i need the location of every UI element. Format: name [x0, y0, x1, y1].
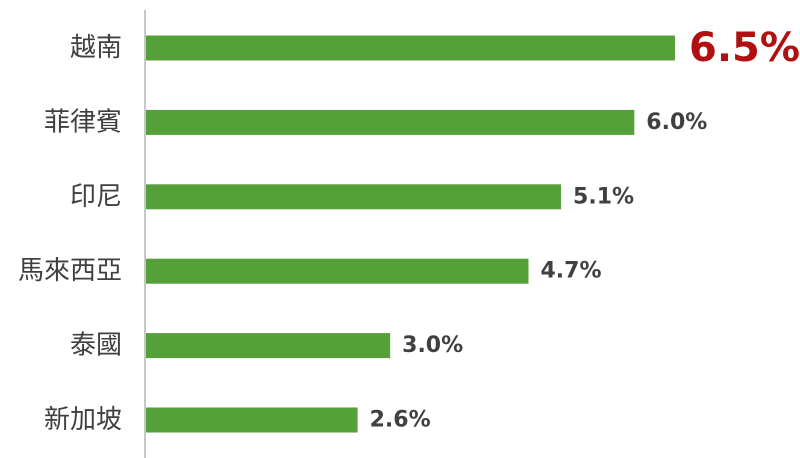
value-label: 6.5%: [689, 25, 800, 71]
category-label: 泰國: [70, 331, 122, 361]
category-label: 新加坡: [44, 405, 122, 435]
bar: [146, 333, 391, 359]
bar: [146, 35, 675, 61]
value-label: 5.1%: [573, 184, 634, 209]
value-label: 6.0%: [646, 110, 707, 135]
category-label: 印尼: [70, 182, 122, 212]
bar: [146, 258, 529, 284]
value-label: 4.7%: [541, 259, 602, 284]
value-label: 3.0%: [402, 333, 463, 358]
category-label: 越南: [70, 33, 122, 63]
category-label: 馬來西亞: [18, 256, 122, 286]
bar: [146, 109, 635, 135]
category-label: 菲律賓: [44, 107, 122, 137]
bars-layer: 越南 6.5% 菲律賓 6.0% 印尼 5.1% 馬來西亞 4.7% 泰國 3.0% 新加坡 2.6%: [18, 25, 800, 435]
bar: [146, 184, 562, 210]
value-label: 2.6%: [370, 408, 431, 433]
bar: [146, 407, 358, 433]
